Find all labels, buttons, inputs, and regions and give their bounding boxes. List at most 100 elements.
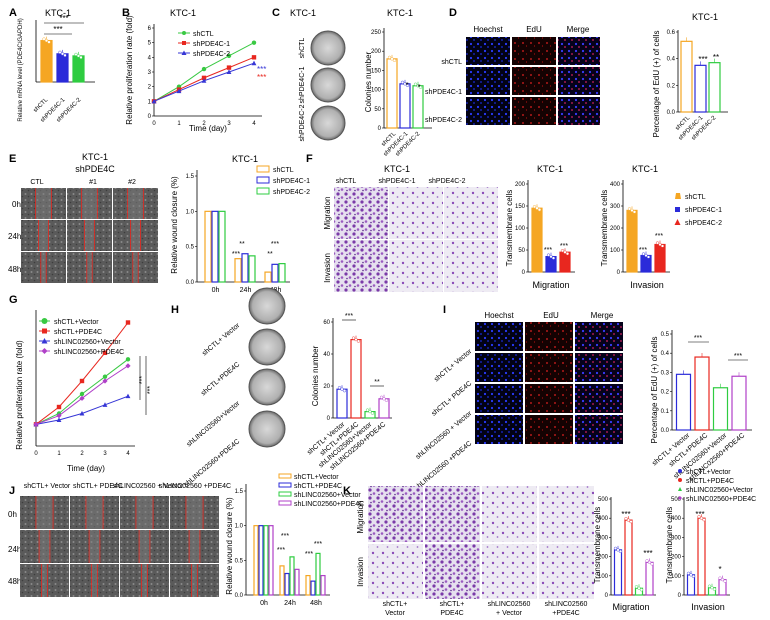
j-bar-1-2 [289, 556, 295, 596]
g-pt-2-1 [56, 417, 62, 422]
g-pt-0-3 [102, 374, 108, 379]
legend-f-label-1: shPDE4C-1 [685, 207, 722, 214]
k-img-mig-3 [539, 486, 594, 542]
g-xtick-3: 3 [103, 451, 107, 457]
fi-dot-2-2 [660, 244, 665, 248]
panel-j-col-1: shCTL+ PDE4C [73, 483, 123, 490]
panel-i-col-hoechst: Hoechst [484, 311, 514, 320]
b-pt-2-3 [226, 69, 232, 74]
d-ytick-1: 0.2 [667, 83, 676, 89]
d-img-edu-0 [512, 37, 556, 65]
panel-d: D Hoechst EdU Merge shCTL shPDE4C-1 shPD… [425, 7, 728, 142]
panel-j-ylabel: Relative wound closure (%) [225, 497, 234, 595]
legend-b-marker-1 [182, 41, 186, 45]
f-img-mig-1 [389, 187, 443, 239]
j-bar-0-0 [253, 525, 259, 596]
h-dot-1-1 [354, 338, 358, 342]
fi-ytick-1: 100 [610, 248, 621, 254]
fm-ytick-4: 200 [515, 182, 526, 188]
b-ytick-2: 2 [148, 85, 152, 91]
ki-dot-1-2 [702, 518, 706, 522]
panel-h-row-0: shCTL+ Vector [201, 322, 242, 358]
j-xtick-2: 48h [310, 600, 322, 607]
c-ytick-0: 0 [378, 126, 382, 132]
panel-e-sig-24b: *** [232, 251, 240, 258]
i-img-1-0 [475, 353, 523, 382]
panel-a-chart [40, 36, 85, 83]
panel-k-col-2a: shLINC02560 [488, 601, 531, 608]
k-img-inv-2 [482, 544, 537, 599]
b-pt-2-1 [176, 88, 182, 94]
c-bar-2 [412, 85, 424, 129]
panel-k-legend: shCTL+Vector shCTL+PDE4C shLINC02560+Vec… [678, 469, 756, 503]
panel-d-row-0: shCTL [441, 59, 462, 66]
j-gap-0-0 [35, 496, 54, 529]
panel-i-row-2: shLINC02560 + Vector [415, 410, 474, 461]
km-dot-2-1 [637, 586, 641, 590]
g-line-1 [35, 322, 129, 425]
legend-j-swatch-0 [278, 473, 292, 479]
panel-k-mig-ylabel: Transmembrane cells [593, 507, 602, 584]
c-ytick-1: 50 [374, 107, 381, 113]
legend-k-marker-1 [678, 478, 682, 482]
fi-dot-2-1 [658, 242, 662, 247]
j-gap-1-0 [39, 530, 50, 563]
fi-dot-1-0 [641, 252, 646, 256]
fm-dot-2-1 [563, 250, 567, 254]
panel-d-micrographs [466, 37, 600, 125]
i-img-3-0 [475, 415, 523, 444]
panel-a-title: KTC-1 [45, 8, 71, 18]
j-gap-0-2 [135, 496, 154, 529]
i-img-0-0 [475, 322, 523, 351]
panel-i-sig-2: *** [734, 353, 742, 360]
km-dot-0-0 [613, 546, 618, 550]
ki-ytick-2: 200 [671, 555, 682, 561]
panel-letter-j: J [9, 485, 15, 497]
km-dot-2-2 [639, 588, 644, 592]
legend-k-marker-3 [678, 496, 682, 500]
fm-dot-2-2 [565, 252, 570, 256]
legend-j-swatch-1 [278, 482, 292, 488]
panel-i-col-merge: Merge [591, 311, 614, 320]
panel-k: K Migration Invasion shCTL+ Vector shCTL… [343, 469, 756, 617]
fm-ytick-2: 100 [515, 226, 526, 232]
ki-ytick-0: 0 [678, 593, 682, 599]
j-xtick-1: 24h [284, 600, 296, 607]
h-dot-0-0 [337, 386, 342, 390]
e-gap-2-1 [86, 252, 93, 283]
b-pt-1-2 [201, 75, 207, 81]
panel-f-mig-sig-2: *** [560, 243, 568, 250]
c-dot-2-1 [416, 84, 420, 88]
k-img-inv-3 [539, 544, 594, 599]
legend-g-marker-0 [41, 318, 48, 324]
panel-b-ylabel: Relative proliferation rate (fold) [125, 15, 134, 125]
panel-f-legend: shCTL shPDE4C-1 shPDE4C-2 [674, 193, 722, 227]
a-dot-1-1 [60, 52, 65, 56]
h-dish-2 [248, 368, 286, 406]
b-pt-2-4 [251, 60, 257, 66]
j-gap-1-2 [139, 530, 150, 563]
panel-g-ylabel: Relative proliferation rate (fold) [15, 340, 24, 450]
d-img-hoechst-0 [466, 37, 510, 65]
panel-k-row-invasion: Invasion [356, 557, 365, 587]
panel-e-row-0: 0h [12, 200, 21, 209]
j-bar-1-1 [284, 572, 290, 596]
d-ytick-3: 0.6 [667, 30, 676, 36]
f-img-inv-1 [389, 240, 443, 292]
legend-j-label-1: shCTL+PDE4C [294, 483, 342, 490]
km-dot-1-0 [624, 517, 628, 521]
b-ytick-4: 4 [148, 55, 152, 61]
ki-dot-3-0 [718, 576, 722, 580]
panel-e-sig-48b: ** [267, 251, 273, 258]
c-dot-1-1 [403, 82, 407, 86]
i-ytick-2: 0.2 [661, 390, 670, 396]
panel-j-sig-2: *** [277, 547, 285, 554]
panel-c-row-2: shPDE4C-2 [299, 104, 306, 141]
d-ytick-2: 0.4 [667, 57, 676, 63]
g-pt-1-4 [125, 320, 131, 325]
km-dot-0-1 [616, 548, 620, 552]
j-ytick-2: 1.0 [235, 524, 244, 530]
i-img-3-1 [525, 415, 573, 444]
panel-j-row-2: 48h [8, 577, 21, 586]
h-bar-3 [378, 398, 390, 419]
